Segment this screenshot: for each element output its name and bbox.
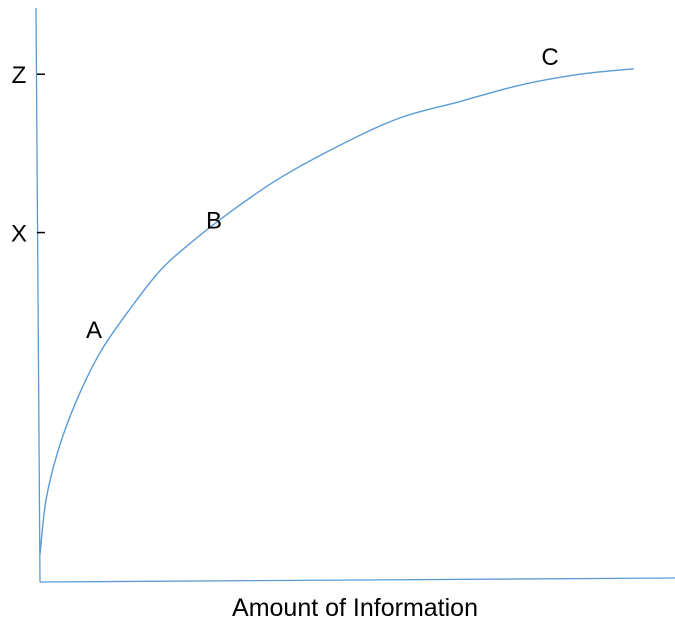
y-tick-label-z: Z [12, 62, 27, 89]
point-label-a: A [86, 317, 102, 344]
point-label-b: B [206, 208, 222, 235]
x-axis-line [39, 577, 675, 583]
y-axis-line [35, 7, 41, 583]
x-axis-label: Amount of Information [232, 594, 478, 622]
y-tick-label-x: X [11, 221, 27, 248]
point-label-c: C [541, 44, 558, 71]
series-curve [39, 68, 635, 555]
y-ticks: XZ [11, 62, 45, 248]
point-annotations: A B C [86, 44, 559, 344]
